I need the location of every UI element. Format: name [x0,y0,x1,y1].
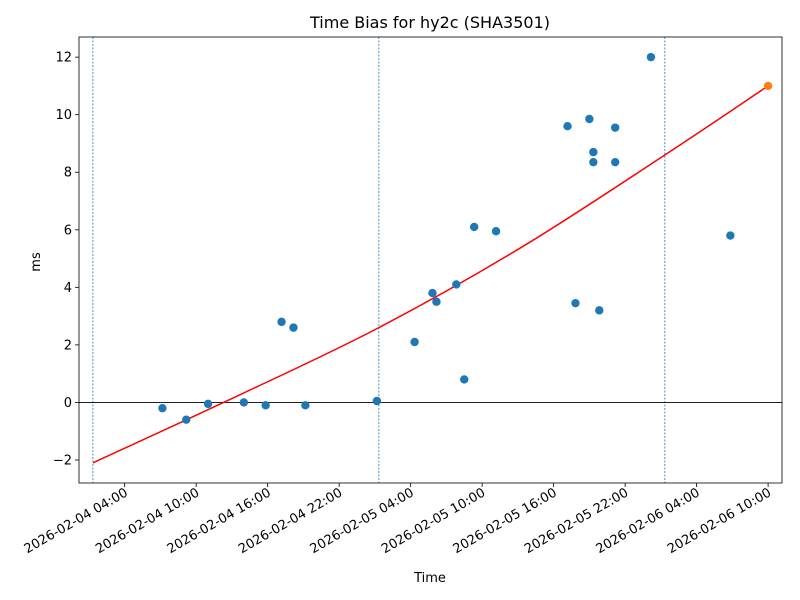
data-point [726,231,735,240]
data-point [277,317,286,327]
data-point [158,403,167,413]
data-point [372,396,382,406]
data-point [410,337,419,347]
data-point [182,415,191,424]
data-point [571,298,580,308]
data-point [595,306,604,315]
data-point [610,157,620,167]
latest-data-point [763,81,773,91]
y-tick-label: −2 [53,453,72,468]
y-tick-label: 10 [55,108,72,123]
fit-curve [92,85,769,464]
data-point [432,297,441,306]
data-point [428,288,437,298]
y-tick-label: 4 [64,281,72,296]
y-tick-label: 12 [55,51,72,66]
data-point [261,401,270,410]
data-point [610,123,620,132]
data-point [289,323,298,332]
data-point [469,222,479,232]
y-axis-label: ms [29,252,44,272]
data-point [460,375,469,384]
data-point [301,401,310,410]
y-tick-label: 8 [64,166,72,181]
data-point [589,157,598,167]
y-tick-label: 0 [64,396,72,411]
data-point [646,52,656,62]
data-point [239,398,249,407]
y-tick-label: 2 [64,338,72,353]
y-tick-label: 6 [64,223,72,238]
plot-frame [78,36,783,484]
data-point [452,280,461,289]
chart-title: Time Bias for hy2c (SHA3501) [309,13,550,32]
data-point [563,122,572,131]
x-axis-label: Time [413,571,446,586]
data-point [203,399,213,409]
data-point [585,114,594,124]
data-point [589,147,598,157]
data-point [491,227,501,236]
